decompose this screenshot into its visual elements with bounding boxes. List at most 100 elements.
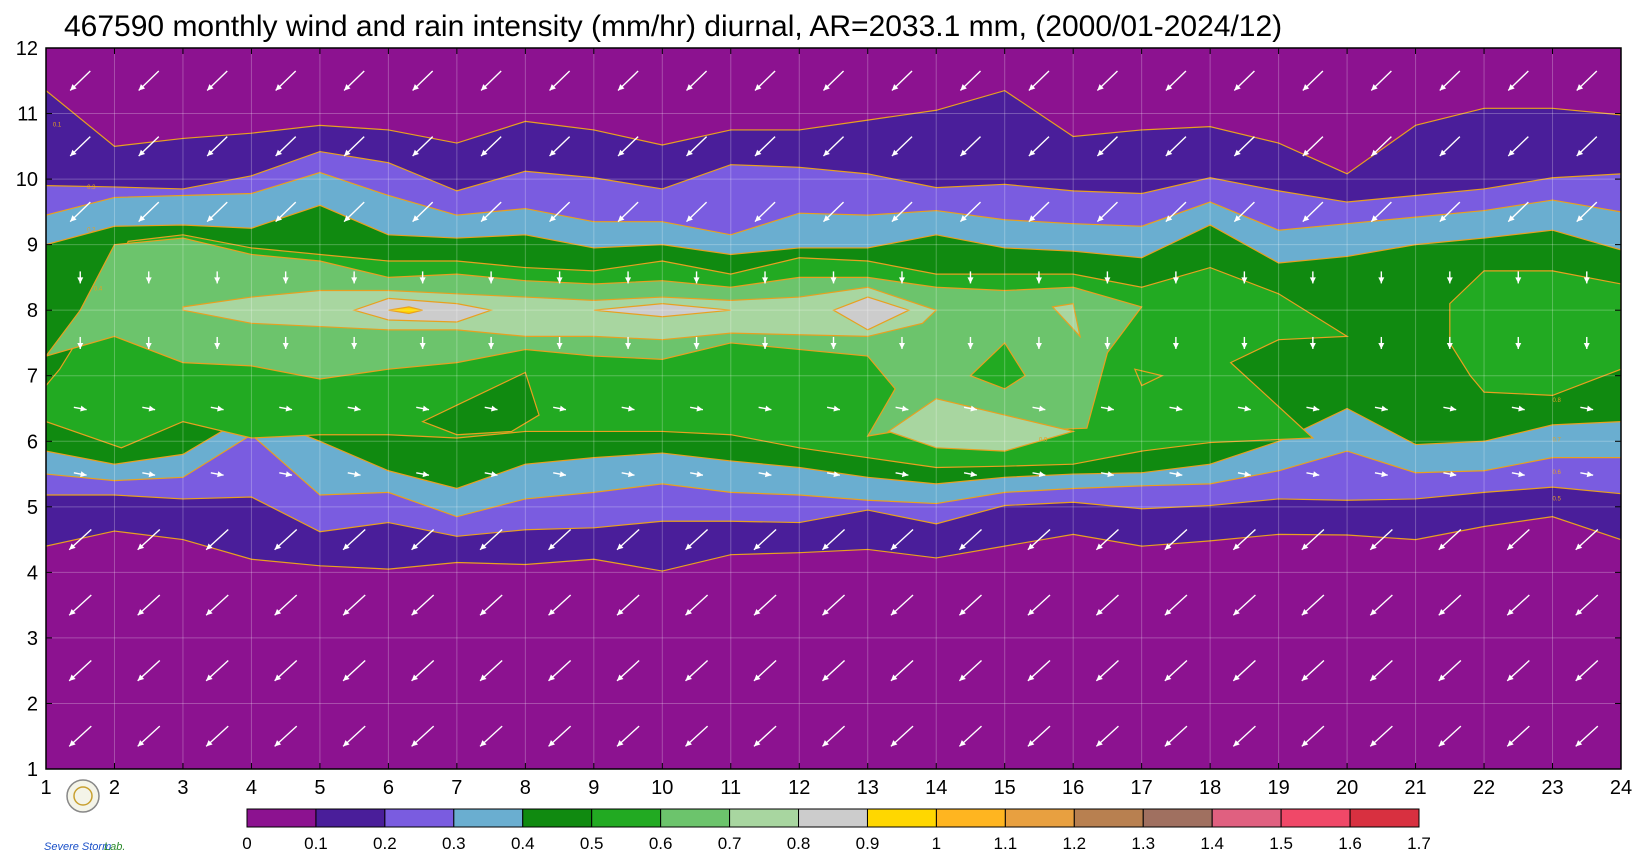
wind-arrow-head bbox=[1038, 405, 1046, 412]
wind-arrow-head bbox=[1027, 674, 1035, 681]
contour-band-7a bbox=[182, 286, 938, 341]
wind-arrow-head bbox=[1104, 342, 1111, 349]
wind-arrow-icon bbox=[758, 471, 772, 478]
wind-arrow-icon bbox=[1164, 528, 1188, 551]
wind-arrow-icon bbox=[137, 594, 161, 616]
wind-arrow-icon bbox=[488, 271, 495, 284]
wind-arrow-head bbox=[1586, 471, 1594, 478]
wind-arrow-icon bbox=[1446, 336, 1453, 349]
wind-arrow-head bbox=[685, 740, 692, 747]
x-tick-label: 16 bbox=[1062, 777, 1084, 799]
wind-arrow-icon bbox=[958, 660, 982, 682]
wind-arrow-head bbox=[1508, 149, 1515, 157]
seal-icon bbox=[66, 779, 100, 813]
contour-label: 0.4 bbox=[94, 287, 103, 293]
wind-arrow-head bbox=[548, 740, 555, 747]
wind-arrow-icon bbox=[1575, 725, 1599, 747]
wind-arrow-icon bbox=[1095, 528, 1119, 551]
wind-arrow-head bbox=[1038, 471, 1046, 478]
wind-arrow-head bbox=[754, 149, 762, 157]
wind-arrow-icon bbox=[73, 405, 87, 412]
wind-arrow-head bbox=[217, 471, 224, 478]
wind-arrow-icon bbox=[548, 725, 572, 747]
wind-arrow-icon bbox=[137, 528, 161, 551]
wind-arrow-icon bbox=[1370, 70, 1392, 92]
wind-arrow-icon bbox=[206, 201, 228, 223]
wind-arrow-head bbox=[274, 674, 282, 681]
wind-arrow-icon bbox=[1301, 528, 1325, 551]
wind-arrow-icon bbox=[282, 271, 289, 284]
wind-arrow-head bbox=[1576, 215, 1584, 222]
wind-arrow-icon bbox=[1301, 660, 1325, 682]
wind-arrow-head bbox=[617, 674, 624, 681]
wind-arrow-icon bbox=[1172, 336, 1179, 349]
wind-arrow-head bbox=[625, 342, 632, 349]
wind-arrow-icon bbox=[1378, 336, 1385, 349]
wind-arrow-head bbox=[138, 149, 146, 157]
wind-arrow-head bbox=[628, 471, 635, 478]
wind-arrow-head bbox=[274, 609, 282, 616]
wind-arrow-icon bbox=[822, 70, 845, 92]
wind-arrow-head bbox=[285, 405, 293, 412]
wind-arrow-icon bbox=[274, 725, 298, 747]
grid bbox=[46, 48, 1621, 769]
wind-arrow-icon bbox=[68, 594, 92, 616]
wind-arrow-head bbox=[833, 405, 840, 412]
wind-arrow-head bbox=[1233, 609, 1240, 616]
wind-arrow-icon bbox=[1511, 405, 1525, 412]
wind-arrow-icon bbox=[479, 660, 503, 682]
wind-arrow-head bbox=[891, 149, 899, 157]
colorbar-tick-label: 0.4 bbox=[511, 834, 535, 853]
wind-vectors bbox=[68, 70, 1599, 747]
y-tick-label: 9 bbox=[27, 235, 38, 257]
x-tick-label: 12 bbox=[788, 777, 810, 799]
wind-arrow-head bbox=[1097, 215, 1104, 222]
wind-arrow-icon bbox=[685, 70, 708, 92]
wind-arrow-head bbox=[1096, 543, 1103, 550]
wind-arrow-head bbox=[890, 543, 898, 550]
wind-arrow-head bbox=[419, 342, 426, 349]
wind-arrow-icon bbox=[1369, 528, 1393, 551]
wind-arrow-head bbox=[70, 84, 77, 91]
wind-arrow-icon bbox=[347, 471, 361, 478]
wind-arrow-icon bbox=[275, 70, 297, 92]
wind-arrow-icon bbox=[138, 136, 160, 157]
wind-arrow-head bbox=[762, 277, 769, 284]
wind-arrow-icon bbox=[275, 201, 297, 223]
wind-arrow-icon bbox=[1237, 405, 1251, 412]
x-tick-label: 22 bbox=[1473, 777, 1495, 799]
wind-arrow-head bbox=[685, 543, 692, 550]
wind-arrow-icon bbox=[548, 594, 572, 616]
wind-arrow-head bbox=[77, 277, 84, 284]
wind-arrow-head bbox=[351, 277, 358, 284]
wind-arrow-icon bbox=[890, 594, 914, 616]
wind-arrow-head bbox=[1301, 674, 1309, 681]
wind-arrow-icon bbox=[479, 528, 503, 551]
wind-arrow-head bbox=[898, 342, 905, 349]
colorbar-tick-label: 0 bbox=[242, 834, 251, 853]
x-tick-label: 17 bbox=[1131, 777, 1153, 799]
x-tick-label: 2 bbox=[109, 777, 120, 799]
wind-arrow-head bbox=[1438, 674, 1446, 681]
wind-arrow-icon bbox=[1028, 136, 1050, 157]
wind-arrow-head bbox=[556, 277, 563, 284]
wind-arrow-icon bbox=[73, 471, 87, 478]
wind-arrow-icon bbox=[484, 405, 498, 412]
colorbar-tick-label: 0.1 bbox=[304, 834, 328, 853]
wind-arrow-icon bbox=[68, 660, 92, 682]
wind-arrow-head bbox=[1515, 277, 1522, 284]
wind-arrow-head bbox=[693, 342, 700, 349]
wind-arrow-icon bbox=[416, 471, 430, 478]
wind-arrow-head bbox=[481, 149, 488, 157]
wind-arrow-head bbox=[1234, 215, 1241, 222]
wind-arrow-icon bbox=[1580, 471, 1594, 478]
wind-arrow-icon bbox=[1027, 660, 1051, 682]
wind-arrow-icon bbox=[205, 660, 229, 682]
wind-arrow-head bbox=[685, 674, 692, 681]
colorbar-tick-label: 1 bbox=[932, 834, 941, 853]
wind-arrow-head bbox=[1301, 740, 1309, 747]
wind-arrow-head bbox=[214, 277, 221, 284]
wind-arrow-head bbox=[1234, 84, 1241, 91]
wind-arrow-icon bbox=[693, 271, 700, 284]
wind-arrow-head bbox=[559, 405, 566, 412]
